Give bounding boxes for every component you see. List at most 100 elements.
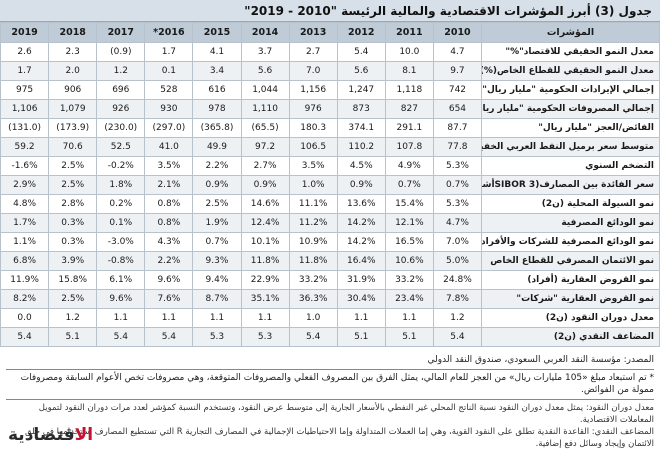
table-cell: 1.1 <box>240 308 290 328</box>
row-label: إجمالي المصروفات الحكومية "مليار ريال" <box>481 99 660 119</box>
table-row: نمو الودائع المصرفية 4.7% 12.1% 14.2% 11.2% 1… <box>0 213 660 233</box>
table-row: الفائض/العجز "مليار ريال" 87.7 291.1 374.1 1… <box>0 118 660 138</box>
table-cell: 1.1 <box>192 308 242 328</box>
table-cell: (65.5) <box>240 118 290 138</box>
table-cell: 976 <box>288 99 338 119</box>
header-year: 2016* <box>144 22 194 43</box>
table-body: معدل النمو الحقيقي للاقتصاد"%" 4.7 10.0 5.4… <box>0 42 660 347</box>
table-row: نمو الودائع المصرفية للشركات والأفراد 7.0… <box>0 232 660 252</box>
table-cell: 9.4% <box>192 270 242 290</box>
table-cell: 7.6% <box>144 289 194 309</box>
table-cell: 2.9% <box>0 175 50 195</box>
table-cell: 906 <box>48 80 98 100</box>
table-cell: 0.2% <box>96 194 146 214</box>
table-row: سعر الفائدة بين المصارف(SIBOR 3أشهر)0.7%… <box>0 175 660 195</box>
table-cell: 23.4% <box>384 289 434 309</box>
table-cell: 59.2 <box>0 137 50 157</box>
table-cell: 77.8 <box>432 137 483 157</box>
table-cell: 1,044 <box>240 80 290 100</box>
header-year: 2012 <box>336 22 386 43</box>
footnote: * تم استبعاد مبلغ «105 مليارات ريال» من … <box>20 373 654 395</box>
table-cell: 0.1% <box>96 213 146 233</box>
table-cell: 97.2 <box>240 137 290 157</box>
table-cell: 5.6 <box>336 61 386 81</box>
table-cell: 8.7% <box>192 289 242 309</box>
table-cell: 374.1 <box>336 118 386 138</box>
table-cell: 10.1% <box>240 232 290 252</box>
row-label: إجمالي الإيرادات الحكومية "مليار ريال" <box>481 80 660 100</box>
table-cell: 0.2%- <box>96 156 146 176</box>
table-cell: 16.5% <box>384 232 434 252</box>
table-cell: 180.3 <box>288 118 338 138</box>
row-label: نمو القروض العقارية "شركات" <box>481 289 660 309</box>
table-cell: 0.7% <box>384 175 434 195</box>
table-cell: 5.4 <box>144 327 194 347</box>
table-row: نمو السيولة المحلية (ن2) 5.3% 15.4% 13.6% 11… <box>0 194 660 214</box>
table-cell: 11.9% <box>0 270 50 290</box>
table-cell: 7.0 <box>288 61 338 81</box>
table-row: معدل دوران النقود (ن2) 1.2 1.1 1.1 1.0 1.1 1.1… <box>0 308 660 328</box>
multiplier-note: المضاعف النقدي: القاعدة النقدية تطلق على… <box>24 427 654 449</box>
table-cell: 975 <box>0 80 50 100</box>
logo-accent: الا <box>74 425 94 445</box>
header-year: 2017 <box>96 22 146 43</box>
table-cell: 14.2% <box>336 232 386 252</box>
table-cell: 3.4 <box>192 61 242 81</box>
table-cell: 2.5% <box>48 156 98 176</box>
notes-section: المصدر: مؤسسة النقد العربي السعودي، صندو… <box>0 354 660 450</box>
table-cell: 110.2 <box>336 137 386 157</box>
table-cell: 0.8% <box>144 213 194 233</box>
table-cell: 107.8 <box>384 137 434 157</box>
table-cell: (131.0) <box>0 118 50 138</box>
table-cell: 3.0%- <box>96 232 146 252</box>
table-cell: 10.6% <box>384 251 434 271</box>
header-year: 2015 <box>192 22 242 43</box>
table-cell: 87.7 <box>432 118 483 138</box>
table-cell: 0.3% <box>48 232 98 252</box>
table-cell: 1.0 <box>288 308 338 328</box>
header-row: المؤشرات 2010 2011 2012 2013 2014 2015 2… <box>0 22 660 43</box>
table-cell: 1.7 <box>0 61 50 81</box>
table-cell: 4.7 <box>432 42 483 62</box>
table-cell: 3.7 <box>240 42 290 62</box>
row-label: نمو الودائع المصرفية <box>481 213 660 233</box>
logo-main: قتصادية <box>8 425 75 445</box>
row-label: نمو السيولة المحلية (ن2) <box>481 194 660 214</box>
row-label: متوسط سعر برميل النفط العربي الخفيف $ <box>481 137 660 157</box>
table-cell: 0.9% <box>192 175 242 195</box>
table-cell: 11.1% <box>288 194 338 214</box>
table-cell: 5.6 <box>240 61 290 81</box>
table-cell: 1.1 <box>144 308 194 328</box>
table-cell: 31.9% <box>336 270 386 290</box>
notes-divider <box>6 369 654 370</box>
table-title: جدول (3) أبرز المؤشرات الاقتصادية والمال… <box>0 0 660 22</box>
table-cell: 0.8% <box>144 194 194 214</box>
table-cell: (230.0) <box>96 118 146 138</box>
table-cell: 4.1 <box>192 42 242 62</box>
header-year: 2010 <box>432 22 483 43</box>
row-label: نمو الودائع المصرفية للشركات والأفراد <box>481 232 660 252</box>
velocity-note: معدل دوران النقود: يمثل معدل دوران النقو… <box>38 403 654 425</box>
row-label: نمو الائتمان المصرفي للقطاع الخاص <box>481 251 660 271</box>
table-cell: 291.1 <box>384 118 434 138</box>
table-cell: 4.8% <box>0 194 50 214</box>
table-row: نمو القروض العقارية "شركات" 7.8% 23.4% 30.4… <box>0 289 660 309</box>
table-cell: 9.7 <box>432 61 483 81</box>
table-cell: 5.3% <box>432 156 483 176</box>
table-cell: 5.4 <box>432 327 483 347</box>
table-cell: 978 <box>192 99 242 119</box>
row-label: معدل دوران النقود (ن2) <box>481 308 660 328</box>
table-cell: 11.8% <box>240 251 290 271</box>
row-label: نمو القروض العقارية (أفراد) <box>481 270 660 290</box>
table-cell: 1.1% <box>0 232 50 252</box>
table-cell: 22.9% <box>240 270 290 290</box>
table-cell: 9.6% <box>144 270 194 290</box>
table-cell: 15.8% <box>48 270 98 290</box>
table-cell: 616 <box>192 80 242 100</box>
table-cell: 33.2% <box>288 270 338 290</box>
table-cell: 36.3% <box>288 289 338 309</box>
table-row: معدل النمو الحقيقي للقطاع الخاص(%) 9.7 8.1… <box>0 61 660 81</box>
table-cell: 13.6% <box>336 194 386 214</box>
table-cell: 1,110 <box>240 99 290 119</box>
